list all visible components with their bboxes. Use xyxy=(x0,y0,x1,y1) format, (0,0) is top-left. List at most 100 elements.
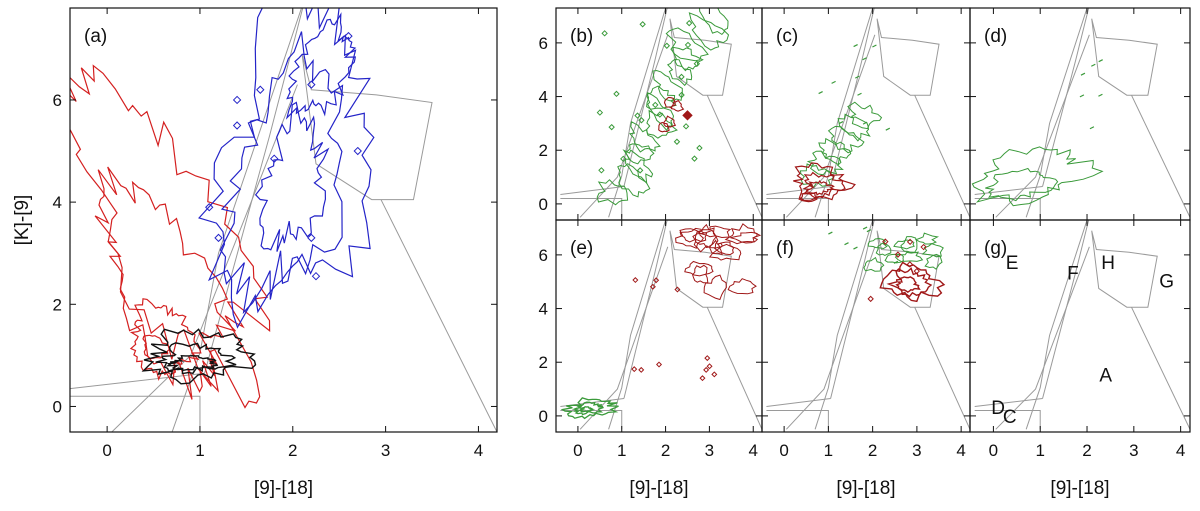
red-contour xyxy=(129,298,202,381)
text-layer: E F H G A DC (a) 0 1 2 3 4 0 2 4 6 [9]-[18] [K]-[9] (b) 0 2 4… xyxy=(12,26,1185,499)
green-contour xyxy=(652,69,683,102)
x-axis-label: [9]-[18] xyxy=(836,478,895,499)
darkred-diamond xyxy=(882,238,889,245)
green-contour xyxy=(622,149,654,185)
y-tick-label: 2 xyxy=(53,295,62,314)
region-boundary xyxy=(706,95,762,218)
green-contour xyxy=(818,137,852,166)
region-boundary xyxy=(974,397,1043,408)
x-tick-label: 3 xyxy=(912,441,921,460)
green-diamond xyxy=(685,19,693,27)
blue-diamond xyxy=(205,203,214,212)
green-contour xyxy=(578,406,596,413)
green-diamond xyxy=(696,144,703,152)
green-contour xyxy=(666,58,693,87)
x-tick-label: 2 xyxy=(661,441,670,460)
green-dash xyxy=(1080,72,1086,76)
region-boundary xyxy=(70,372,205,390)
green-contour xyxy=(560,397,619,420)
green-contour xyxy=(827,125,865,154)
darkred-diamond xyxy=(699,375,706,382)
y-tick-label: 0 xyxy=(539,195,548,214)
region-label-a: A xyxy=(1099,366,1112,387)
region-boundary xyxy=(830,220,875,399)
green-diamond xyxy=(598,167,605,174)
x-tick-label: 0 xyxy=(779,441,788,460)
black-contour xyxy=(155,342,237,375)
region-boundary xyxy=(974,185,1043,196)
region-boundary xyxy=(204,8,304,374)
region-boundary xyxy=(669,18,732,96)
blue-diamond xyxy=(232,95,242,105)
green-contour xyxy=(665,27,709,62)
green-diamond xyxy=(673,138,681,145)
region-boundary xyxy=(766,185,831,196)
darkred-contour xyxy=(692,264,709,284)
region-boundary xyxy=(995,34,1090,218)
region-boundary xyxy=(706,307,762,430)
x-tick-label: 1 xyxy=(1035,441,1044,460)
darkred-diamond xyxy=(704,355,711,362)
green-dash xyxy=(1079,94,1085,98)
region-boundary xyxy=(766,410,829,430)
darkred-contour xyxy=(675,228,705,249)
region-boundary xyxy=(785,34,876,218)
darkred-contour xyxy=(879,261,946,303)
darkred-contour xyxy=(798,192,818,203)
region-label-d: D xyxy=(991,398,1005,419)
blue-contour xyxy=(219,31,344,315)
region-boundary xyxy=(1131,306,1190,430)
y-tick-label: 2 xyxy=(539,353,548,372)
darkred-contour xyxy=(709,239,723,256)
region-label-h: H xyxy=(1101,253,1115,274)
panel-7-frame xyxy=(969,219,1191,433)
blue-diamond xyxy=(311,271,321,281)
green-contour xyxy=(625,143,655,165)
x-tick-label: 4 xyxy=(748,441,757,460)
darkred-diamond xyxy=(867,295,874,303)
x-tick-label: 1 xyxy=(617,441,626,460)
green-dash xyxy=(872,44,877,48)
green-dash xyxy=(844,242,849,246)
region-boundary xyxy=(814,8,874,218)
y-tick-label: 4 xyxy=(53,193,62,212)
region-boundary xyxy=(669,230,732,308)
region-boundary xyxy=(623,8,668,187)
blue-contour xyxy=(198,8,375,329)
region-label-f: F xyxy=(1067,264,1079,285)
region-boundary xyxy=(974,198,1041,218)
green-diamond xyxy=(678,91,685,99)
region-boundary xyxy=(766,198,829,218)
y-tick-label: 6 xyxy=(539,34,548,53)
green-diamond xyxy=(608,123,615,131)
green-contour xyxy=(596,179,629,206)
green-contour xyxy=(921,243,944,258)
green-dash xyxy=(818,91,823,95)
green-diamond xyxy=(678,73,685,81)
green-diamond xyxy=(684,41,692,49)
region-label-e: E xyxy=(1006,253,1019,274)
green-diamond xyxy=(652,101,659,109)
darkred-contour xyxy=(692,229,719,253)
y-tick-label: 6 xyxy=(539,246,548,265)
frames-layer xyxy=(69,7,1191,433)
y-tick-label: 2 xyxy=(539,141,548,160)
region-boundary xyxy=(171,8,303,432)
darkred-diamond xyxy=(682,110,693,121)
darkred-contour xyxy=(713,241,735,256)
blue-diamond xyxy=(307,233,316,243)
region-boundary xyxy=(814,220,874,430)
region-boundary xyxy=(914,95,970,218)
green-contour xyxy=(914,232,940,245)
green-dash xyxy=(862,121,868,125)
x-axis-label: [9]-[18] xyxy=(254,478,313,499)
x-tick-label: 4 xyxy=(474,441,483,460)
region-boundary xyxy=(608,220,667,430)
region-boundary xyxy=(380,199,497,432)
x-tick-label: 3 xyxy=(1129,441,1138,460)
green-contour xyxy=(985,167,1059,202)
region-label-c: C xyxy=(1003,407,1017,428)
blue-diamond xyxy=(344,31,353,41)
green-dash xyxy=(1098,59,1103,63)
green-contour xyxy=(646,91,675,132)
